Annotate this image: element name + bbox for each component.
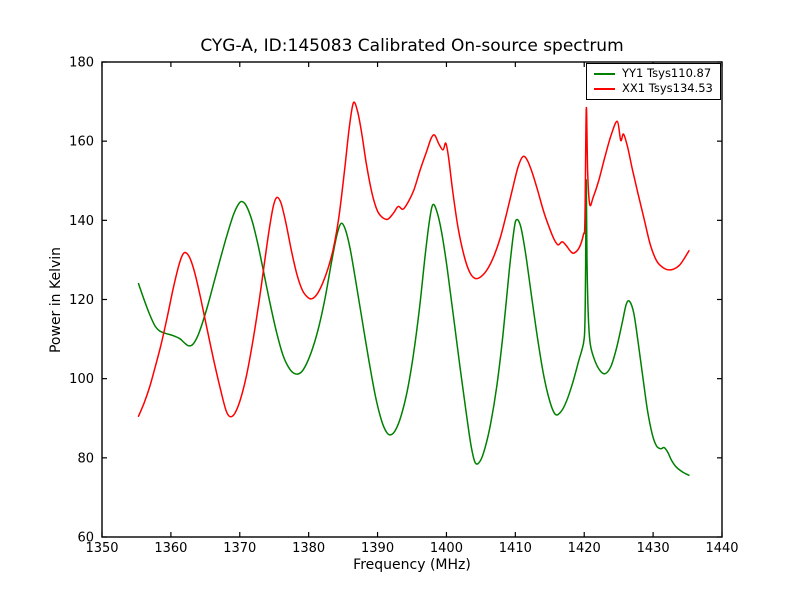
y-tick-label: 80 <box>77 451 94 466</box>
y-tick-label: 100 <box>69 372 94 387</box>
legend-line-sample-yy1 <box>594 72 615 75</box>
x-tick-label: 1370 <box>223 541 256 556</box>
x-tick-label: 1440 <box>705 541 738 556</box>
y-tick-label: 60 <box>77 531 94 546</box>
legend-label-yy1: YY1 Tsys110.87 <box>622 66 712 80</box>
y-tick-label: 180 <box>69 56 94 71</box>
legend-item-yy1: YY1 Tsys110.87 <box>587 66 720 81</box>
legend-item-xx1: XX1 Tsys134.53 <box>587 81 720 96</box>
x-tick-label: 1410 <box>499 541 532 556</box>
x-tick-label: 1400 <box>430 541 463 556</box>
y-tick-label: 120 <box>69 293 94 308</box>
x-tick-label: 1420 <box>568 541 601 556</box>
legend-line-sample-xx1 <box>594 87 615 90</box>
x-tick-label: 1350 <box>85 541 118 556</box>
legend-box: YY1 Tsys110.87 XX1 Tsys134.53 <box>586 63 721 100</box>
curve-yy1 <box>137 179 690 476</box>
y-axis-label: Power in Kelvin <box>48 246 64 354</box>
x-axis-label: Frequency (MHz) <box>353 557 471 573</box>
legend-label-xx1: XX1 Tsys134.53 <box>622 81 713 95</box>
curve-xx1 <box>137 101 690 418</box>
y-tick-label: 160 <box>69 135 94 150</box>
x-tick-label: 1380 <box>292 541 325 556</box>
x-tick-label: 1360 <box>154 541 187 556</box>
x-tick-label: 1390 <box>361 541 394 556</box>
chart-title: CYG-A, ID:145083 Calibrated On-source sp… <box>200 36 624 56</box>
y-tick-label: 140 <box>69 214 94 229</box>
x-tick-label: 1430 <box>637 541 670 556</box>
